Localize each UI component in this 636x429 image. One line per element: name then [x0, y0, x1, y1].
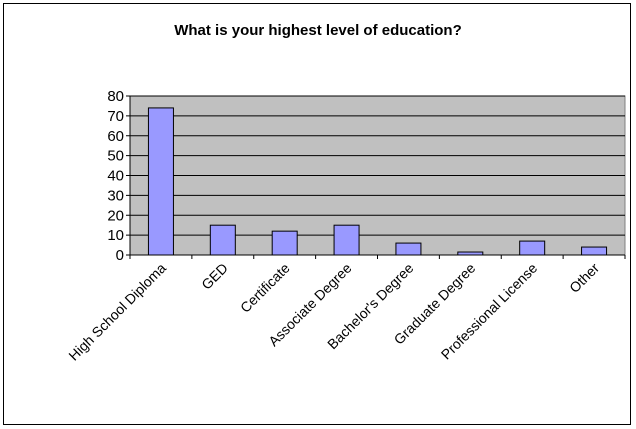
bar: [147, 107, 174, 256]
y-tick-label: 60: [107, 128, 124, 145]
x-tick-label: High School Diploma: [65, 260, 169, 364]
bar: [581, 246, 608, 256]
bar: [271, 230, 298, 256]
y-tick-label: 40: [107, 168, 124, 185]
x-tick-label: Certificate: [237, 260, 293, 316]
x-tick-label: Other: [566, 260, 602, 296]
bar: [395, 242, 422, 256]
y-tick-label: 70: [107, 108, 124, 125]
bars: [147, 107, 608, 256]
bar: [333, 224, 360, 256]
x-axis: High School Diploma GED CertificateAssocia…: [65, 254, 626, 364]
bar: [209, 224, 236, 256]
y-tick-label: 10: [107, 227, 124, 244]
y-tick-label: 30: [107, 187, 124, 204]
chart-title: What is your highest level of education?: [174, 22, 462, 39]
y-axis: 0 10 20 30 40 50 60 70 80: [107, 88, 131, 264]
y-tick-label: 80: [107, 88, 124, 105]
x-tick-label: GED: [198, 260, 231, 293]
bar: [519, 240, 546, 256]
gridlines: [130, 95, 625, 236]
y-tick-label: 20: [107, 207, 124, 224]
y-tick-label: 0: [116, 247, 124, 264]
y-tick-label: 50: [107, 148, 124, 165]
